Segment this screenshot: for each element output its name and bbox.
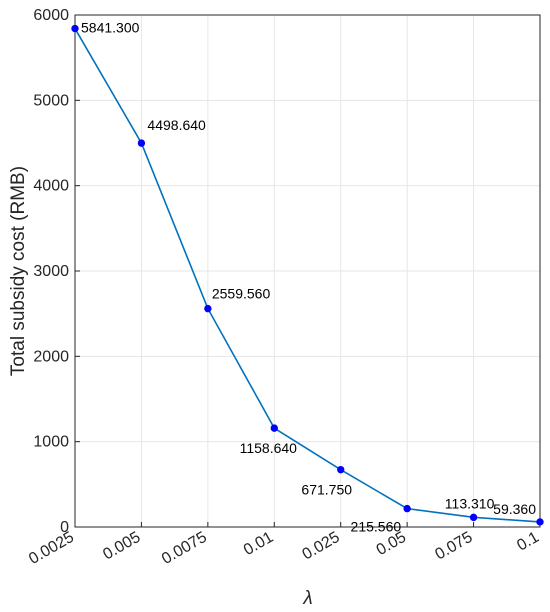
x-tick-label: 0.01 [241, 529, 277, 559]
data-point [137, 139, 146, 147]
x-axis-title: λ [302, 588, 312, 609]
x-tick-label: 0.075 [432, 529, 475, 564]
y-axis-title: Total subsidy cost (RMB) [8, 166, 29, 376]
x-tick-labels: 0.0025 0.005 0.0075 0.01 0.025 0.05 0.075 0.1 [26, 529, 542, 568]
data-point [204, 304, 212, 313]
data-point [71, 24, 79, 33]
x-tick-label: 0.025 [300, 529, 343, 564]
y-tick-label: 1000 [33, 434, 69, 451]
series-line [74, 28, 541, 523]
x-tick-label: 0.005 [100, 529, 143, 564]
data-point [469, 513, 478, 522]
y-tick-label: 5000 [33, 92, 69, 109]
data-label: 113.310 [445, 495, 495, 511]
data-markers [71, 24, 544, 526]
data-label: 2559.560 [212, 286, 271, 302]
data-label: 59.360 [493, 501, 536, 517]
data-label: 671.750 [301, 482, 352, 498]
x-tick-label: 0.0025 [26, 529, 77, 568]
y-tick-labels: 0 1000 2000 3000 4000 5000 6000 [33, 7, 69, 536]
y-tick-label: 6000 [33, 7, 69, 24]
data-label: 4498.640 [147, 117, 206, 133]
grid-lines [75, 15, 540, 527]
data-labels: 5841.300 4498.640 2559.560 1158.640 671.750 2… [81, 20, 536, 535]
data-point [536, 518, 544, 526]
y-tick-label: 4000 [33, 178, 69, 195]
y-tick-label: 2000 [33, 348, 69, 365]
data-point [337, 465, 345, 474]
y-tick-label: 0 [60, 519, 69, 536]
data-point [270, 424, 278, 432]
y-tick-label: 3000 [33, 263, 69, 280]
data-label: 5841.300 [81, 20, 140, 36]
x-tick-label: 0.1 [514, 529, 542, 555]
axes-box [74, 14, 541, 528]
data-label: 215.560 [351, 519, 402, 535]
x-tick-label: 0.0075 [159, 529, 210, 568]
data-label: 1158.640 [240, 440, 298, 456]
data-point [403, 504, 411, 513]
